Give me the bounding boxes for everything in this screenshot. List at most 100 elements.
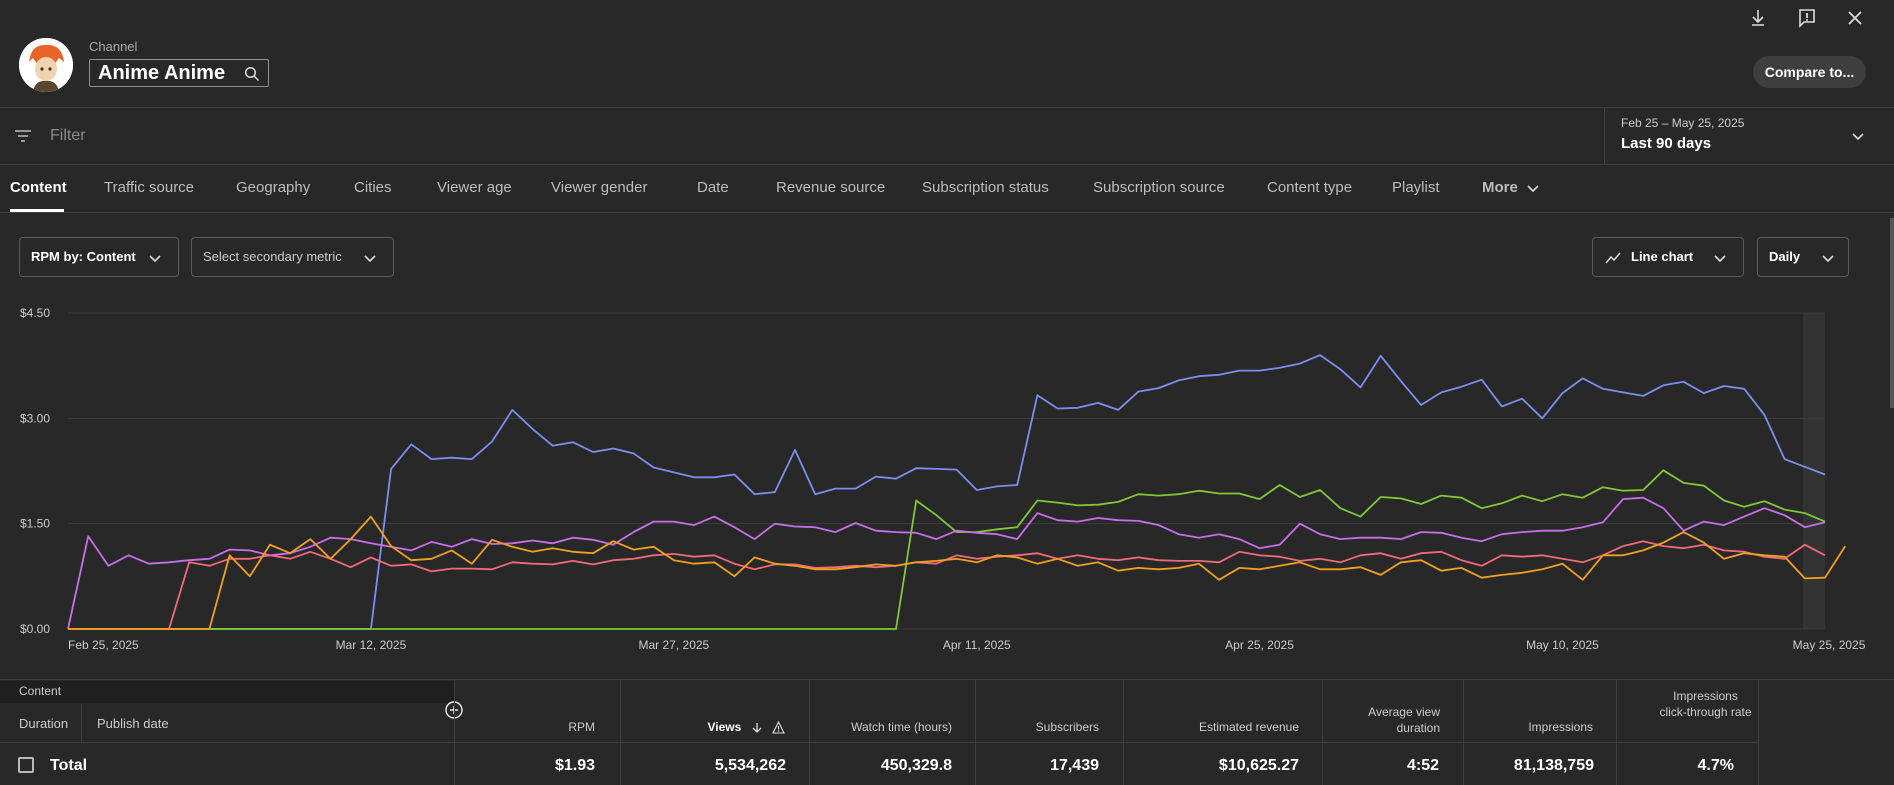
tab-viewer-age[interactable]: Viewer age: [437, 179, 512, 196]
feedback-icon[interactable]: [1796, 7, 1818, 34]
total-views: 5,534,262: [714, 757, 786, 774]
total-estimated-revenue: $10,625.27: [1218, 757, 1299, 774]
divider: [975, 680, 976, 785]
duration-column-header[interactable]: Duration: [19, 716, 69, 731]
divider: [454, 680, 455, 785]
total-average-view-duration: 4:52: [1406, 757, 1439, 774]
metric-dropdown[interactable]: RPM by: Content: [19, 237, 179, 277]
date-period-text: Last 90 days: [1621, 135, 1712, 152]
series-line-4: [68, 540, 1826, 630]
total-row-label: Total: [50, 757, 88, 774]
divider: [1616, 680, 1617, 785]
chevron-down-icon: [364, 255, 376, 263]
tab-subscription-status[interactable]: Subscription status: [922, 179, 1049, 196]
tab-revenue-source[interactable]: Revenue source: [776, 179, 886, 196]
subscribers-column-header[interactable]: Subscribers: [1035, 720, 1099, 734]
rpm-column-header[interactable]: RPM: [568, 720, 595, 734]
line-chart-icon: [1605, 252, 1621, 264]
channel-label: Channel: [89, 39, 138, 54]
average-view-duration-column-header[interactable]: Average view duration: [1368, 705, 1440, 735]
tab-more-label: More: [1482, 179, 1518, 196]
x-tick-label: Apr 11, 2025: [943, 638, 1011, 652]
divider: [81, 704, 82, 742]
tab-viewer-gender[interactable]: Viewer gender: [551, 179, 648, 196]
table-section-label: Content: [19, 684, 62, 698]
total-watch-time: 450,329.8: [880, 757, 952, 774]
granularity-label: Daily: [1769, 249, 1801, 264]
chart-type-label: Line chart: [1631, 249, 1694, 264]
tab-more[interactable]: More: [1482, 179, 1540, 196]
tab-content-type[interactable]: Content type: [1267, 179, 1353, 196]
y-tick-label: $1.50: [20, 517, 50, 531]
divider: [1322, 680, 1323, 785]
tab-subscription-source[interactable]: Subscription source: [1093, 179, 1225, 196]
tab-geography[interactable]: Geography: [236, 179, 311, 196]
warning-icon: [772, 721, 785, 734]
active-tab-indicator: [10, 209, 64, 212]
series-line-2: [68, 469, 1826, 630]
y-tick-label: $0.00: [20, 622, 50, 636]
chevron-down-icon: [1527, 185, 1539, 193]
divider: [0, 679, 1894, 680]
tab-content[interactable]: Content: [10, 179, 67, 196]
divider: [0, 742, 1758, 743]
total-subscribers: 17,439: [1050, 757, 1099, 774]
divider: [1604, 107, 1605, 164]
impressions-column-header[interactable]: Impressions: [1528, 720, 1593, 734]
tab-cities[interactable]: Cities: [354, 179, 392, 196]
granularity-dropdown[interactable]: Daily: [1757, 237, 1849, 277]
channel-name: Anime Anime: [98, 62, 226, 84]
tab-date[interactable]: Date: [697, 179, 729, 196]
divider: [0, 107, 1894, 108]
y-tick-label: $3.00: [20, 411, 50, 425]
total-impressions: 81,138,759: [1513, 757, 1594, 774]
close-icon[interactable]: [1844, 7, 1866, 34]
compare-button[interactable]: Compare to...: [1753, 56, 1866, 88]
scrollbar-thumb[interactable]: [1890, 218, 1894, 408]
divider: [620, 680, 621, 785]
y-tick-label: $4.50: [20, 306, 50, 320]
secondary-metric-dropdown[interactable]: Select secondary metric: [191, 237, 394, 277]
channel-selector[interactable]: Anime Anime: [89, 59, 269, 87]
divider: [809, 680, 810, 785]
divider: [0, 164, 1894, 165]
channel-avatar: [19, 38, 73, 92]
views-column-header[interactable]: Views: [620, 720, 785, 734]
total-rpm: $1.93: [554, 757, 595, 774]
series-line-1: [68, 354, 1826, 630]
total-row-checkbox[interactable]: [18, 757, 34, 773]
chevron-down-icon: [1822, 255, 1834, 263]
download-icon[interactable]: [1747, 7, 1769, 34]
divider: [1758, 680, 1759, 785]
secondary-metric-label: Select secondary metric: [203, 249, 342, 264]
x-tick-label: Feb 25, 2025: [68, 638, 139, 652]
x-tick-label: Apr 25, 2025: [1225, 638, 1294, 652]
date-range-selector[interactable]: [1604, 108, 1894, 164]
x-tick-label: May 10, 2025: [1526, 638, 1599, 652]
x-tick-label: Mar 12, 2025: [336, 638, 407, 652]
publish-date-column-header[interactable]: Publish date: [97, 716, 169, 731]
series-line-5: [68, 515, 1846, 630]
sort-descending-icon: [752, 722, 762, 733]
filter-input[interactable]: Filter: [50, 127, 86, 144]
views-column-label: Views: [707, 720, 742, 734]
total-ctr: 4.7%: [1697, 757, 1734, 774]
chevron-down-icon: [1714, 255, 1726, 263]
chevron-down-icon: [1852, 133, 1864, 141]
divider: [1463, 680, 1464, 785]
search-icon[interactable]: [244, 66, 260, 82]
chart-type-dropdown[interactable]: Line chart: [1592, 237, 1744, 277]
tab-traffic-source[interactable]: Traffic source: [104, 179, 195, 196]
estimated-revenue-column-header[interactable]: Estimated revenue: [1198, 720, 1299, 734]
impressions-ctr-column-header[interactable]: Impressions click-through rate: [1659, 689, 1752, 719]
series-line-3: [67, 496, 1826, 630]
x-tick-label: May 25, 2025: [1793, 638, 1866, 652]
filter-icon[interactable]: [13, 126, 33, 146]
table-section-header: [0, 681, 454, 703]
rpm-line-chart: $4.50 $3.00 $1.50 $0.00 Feb 25, 2025 Mar 12, …: [20, 306, 1866, 652]
chevron-down-icon: [149, 255, 161, 263]
divider: [0, 212, 1894, 213]
watch-time-column-header[interactable]: Watch time (hours): [851, 720, 952, 734]
tab-playlist[interactable]: Playlist: [1392, 179, 1440, 196]
date-range-text: Feb 25 – May 25, 2025: [1621, 116, 1745, 130]
